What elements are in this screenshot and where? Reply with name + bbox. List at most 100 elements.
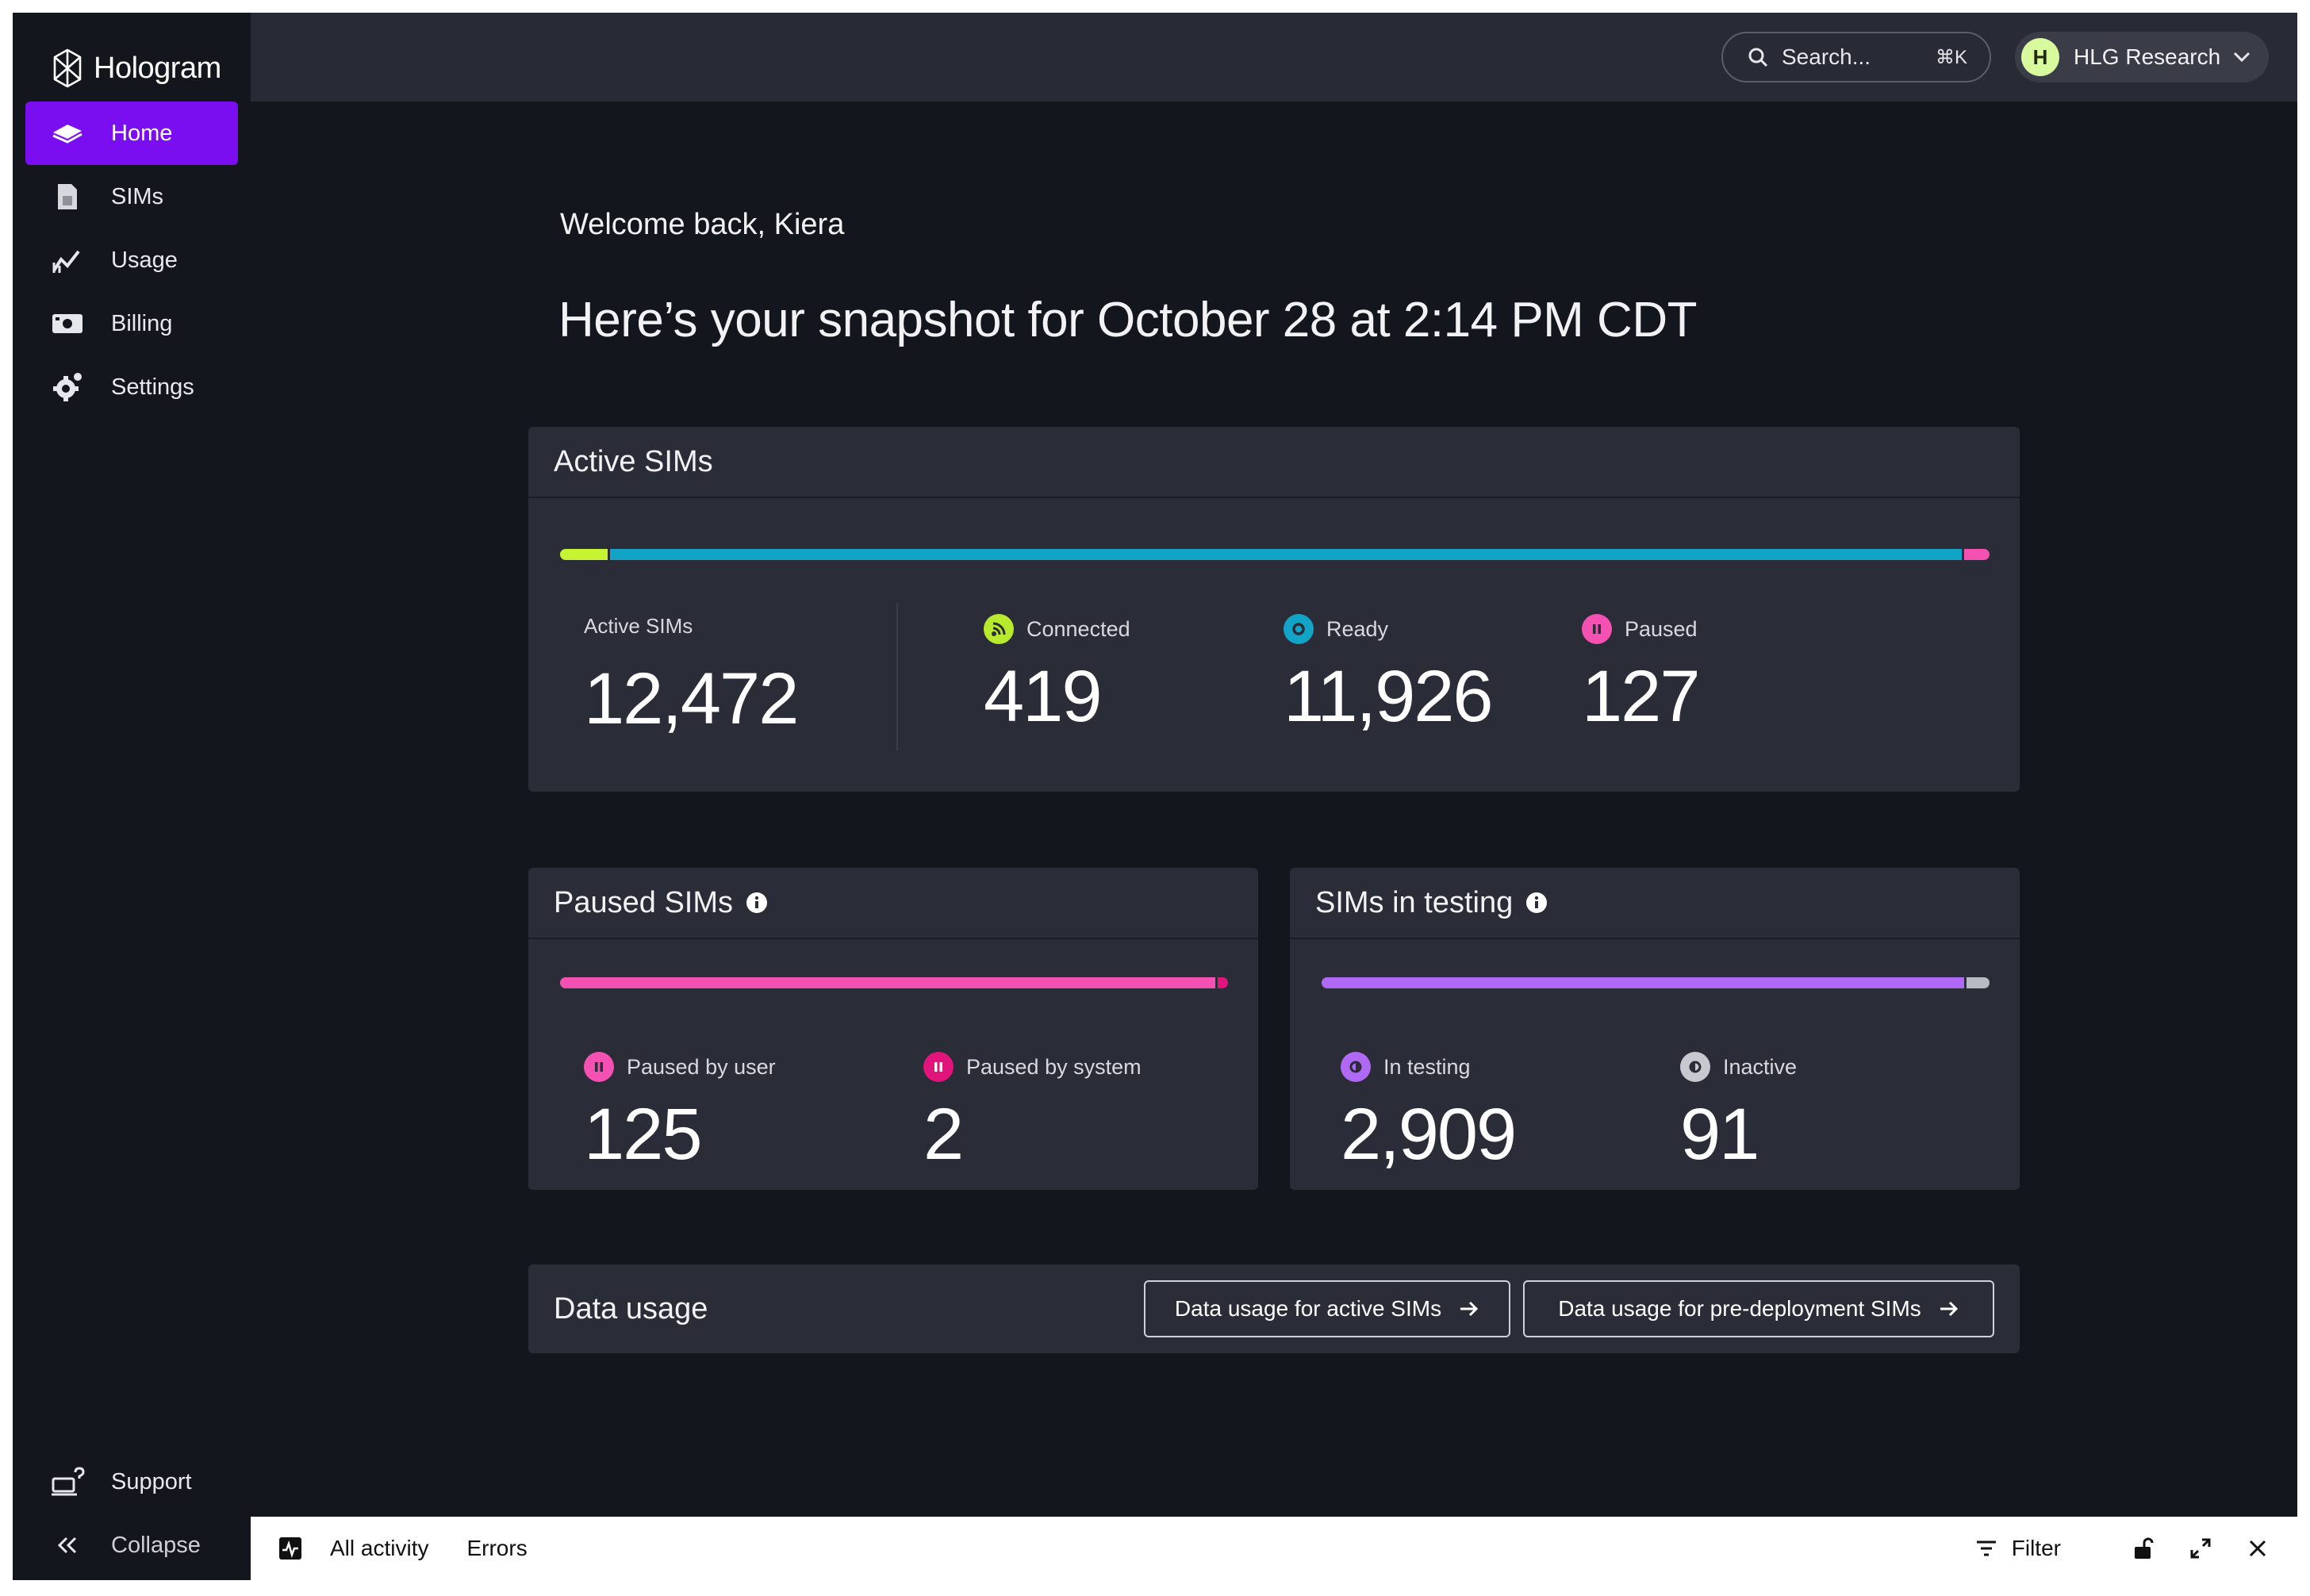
pause-icon (1582, 614, 1612, 644)
sidebar-item-usage[interactable]: Usage (25, 228, 238, 292)
home-icon (49, 117, 86, 149)
sidebar-item-settings[interactable]: Settings (25, 355, 238, 419)
stat-label-row: Paused (1582, 614, 1699, 644)
stat-label: Ready (1326, 616, 1389, 641)
bar-segment-paused (1961, 549, 1990, 560)
tab-all-activity[interactable]: All activity (330, 1536, 429, 1560)
connected-icon (984, 614, 1014, 644)
card-title-text: Paused SIMs (554, 885, 733, 919)
bar-segment-connected (560, 549, 608, 560)
stat-label: Paused by system (966, 1054, 1142, 1079)
pause-icon (584, 1052, 614, 1082)
search-box[interactable]: Search... ⌘K (1721, 32, 1991, 82)
stat-label: Paused (1625, 616, 1698, 641)
search-placeholder: Search... (1782, 44, 1871, 69)
card-title: SIMs in testing (1290, 868, 2020, 939)
stat-value: 2 (923, 1094, 964, 1175)
arrow-right-icon (1940, 1301, 1958, 1317)
page-title: Here’s your snapshot for October 28 at 2… (558, 293, 1697, 347)
bar-segment-in-testing (1322, 977, 1964, 988)
card-title: Paused SIMs (528, 868, 1258, 939)
stat-connected: Connected 419 (984, 614, 1130, 739)
stat-label: Paused by user (627, 1054, 776, 1079)
active-sims-card: Active SIMs Active SIMs 12,472 Connected… (528, 427, 2020, 792)
stat-label-row: Inactive (1680, 1052, 1797, 1082)
sidebar-item-billing[interactable]: Billing (25, 292, 238, 355)
unlock-icon[interactable] (2128, 1533, 2159, 1564)
support-icon (49, 1466, 86, 1498)
data-usage-predeploy-button[interactable]: Data usage for pre-deployment SIMs (1523, 1280, 1994, 1337)
card-title-text: SIMs in testing (1315, 885, 1514, 919)
sidebar-item-home[interactable]: Home (25, 102, 238, 165)
sidebar-item-label: Collapse (111, 1532, 201, 1558)
sim-icon (49, 181, 86, 213)
welcome-text: Welcome back, Kiera (560, 208, 845, 241)
testing-sims-bar (1322, 977, 1990, 988)
stat-paused-by-user: Paused by user 125 (584, 1052, 776, 1176)
bar-segment-inactive (1963, 977, 1990, 988)
search-icon (1748, 48, 1768, 67)
stat-label-row: Connected (984, 614, 1130, 644)
card-title: Data usage (554, 1291, 708, 1326)
stat-paused-by-system: Paused by system 2 (923, 1052, 1142, 1176)
data-usage-card: Data usage Data usage for active SIMs Da… (528, 1264, 2020, 1353)
brand-name: Hologram (94, 51, 221, 85)
stat-value: 419 (984, 656, 1102, 737)
stat-label: Active SIMs (584, 614, 693, 638)
activity-bar: All activity Errors Filter (251, 1517, 2297, 1580)
stat-paused: Paused 127 (1582, 614, 1700, 739)
testing-icon (1341, 1052, 1371, 1082)
card-title-text: Active SIMs (554, 444, 713, 478)
stat-value: 2,909 (1341, 1094, 1517, 1175)
usage-chart-icon (49, 244, 86, 276)
info-icon[interactable] (746, 892, 768, 914)
sidebar-item-label: Settings (111, 374, 194, 400)
account-switcher[interactable]: H HLG Research (2015, 32, 2269, 82)
stat-label-row: Ready (1284, 614, 1492, 644)
stat-active-total: Active SIMs 12,472 (584, 614, 799, 741)
data-usage-active-button[interactable]: Data usage for active SIMs (1144, 1280, 1510, 1337)
filter-button[interactable]: Filter (1975, 1536, 2061, 1561)
paused-sims-card: Paused SIMs Paused by user 125 Paused by… (528, 868, 1258, 1190)
arrow-right-icon (1460, 1301, 1479, 1317)
button-label: Data usage for pre-deployment SIMs (1558, 1296, 1921, 1321)
stat-value: 91 (1680, 1094, 1759, 1175)
info-icon[interactable] (1525, 892, 1548, 914)
pause-icon (923, 1052, 954, 1082)
stat-value: 12,472 (584, 658, 799, 739)
stat-label: In testing (1383, 1054, 1471, 1079)
filter-label: Filter (2011, 1536, 2061, 1560)
gear-icon (49, 371, 86, 403)
sidebar-item-sims[interactable]: SIMs (25, 165, 238, 228)
activity-controls: Filter (1975, 1517, 2274, 1580)
avatar: H (2021, 38, 2059, 76)
sidebar-bottom: Support Collapse (25, 1450, 238, 1577)
close-icon[interactable] (2242, 1533, 2274, 1564)
inactive-icon (1680, 1052, 1710, 1082)
expand-icon[interactable] (2185, 1533, 2216, 1564)
paused-sims-bar (560, 977, 1228, 988)
sidebar-item-support[interactable]: Support (25, 1450, 238, 1514)
stat-value: 11,926 (1284, 656, 1494, 737)
hologram-logo-icon (53, 48, 82, 88)
button-label: Data usage for active SIMs (1174, 1296, 1442, 1321)
stat-value: 125 (584, 1094, 702, 1175)
stat-label-row: In testing (1341, 1052, 1515, 1082)
filter-icon (1976, 1540, 1996, 1556)
sidebar-item-label: Billing (111, 310, 173, 336)
stat-label: Inactive (1723, 1054, 1798, 1079)
ready-icon (1284, 614, 1314, 644)
sidebar: Hologram Home SIMs Usage (13, 13, 251, 1580)
stat-value: 127 (1582, 656, 1700, 737)
stat-label-row: Paused by system (923, 1052, 1142, 1082)
card-title: Active SIMs (528, 427, 2020, 498)
activity-icon[interactable] (278, 1536, 303, 1561)
account-name: HLG Research (2074, 44, 2221, 69)
stat-ready: Ready 11,926 (1284, 614, 1494, 739)
tab-errors[interactable]: Errors (466, 1536, 528, 1560)
sidebar-item-label: Home (111, 120, 173, 146)
active-sims-bar (560, 549, 1990, 560)
testing-sims-card: SIMs in testing In testing 2,909 Inactiv… (1290, 868, 2020, 1190)
brand-logo[interactable]: Hologram (52, 36, 221, 100)
sidebar-collapse-button[interactable]: Collapse (25, 1514, 238, 1577)
